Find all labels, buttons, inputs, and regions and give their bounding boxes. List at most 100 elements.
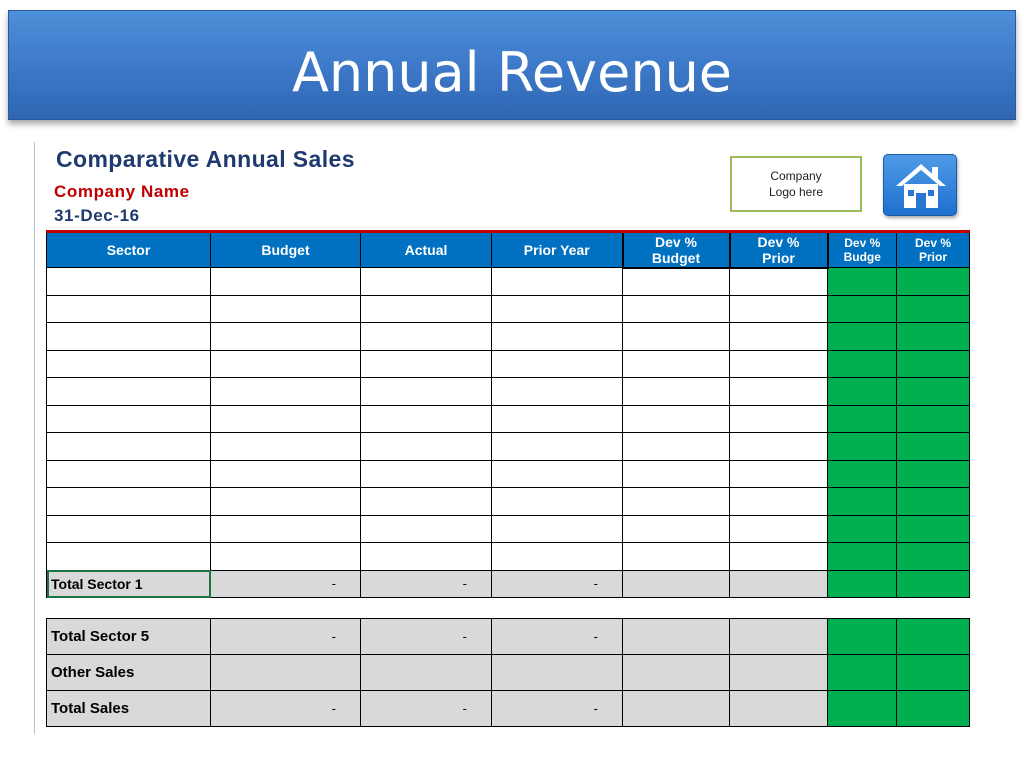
cell[interactable] xyxy=(491,404,623,433)
cell[interactable] xyxy=(827,514,897,543)
cell[interactable] xyxy=(46,322,211,351)
cell[interactable] xyxy=(210,322,361,351)
cell[interactable] xyxy=(46,487,211,516)
cell[interactable] xyxy=(491,487,623,516)
total-sector-5-actual[interactable]: - xyxy=(360,618,492,655)
cell[interactable] xyxy=(827,690,897,727)
header-dev-pct-prior[interactable]: Dev % Prior xyxy=(728,230,829,269)
cell[interactable] xyxy=(896,377,970,406)
cell[interactable] xyxy=(896,654,970,691)
cell[interactable] xyxy=(491,377,623,406)
cell[interactable] xyxy=(210,377,361,406)
cell[interactable] xyxy=(210,432,361,461)
cell[interactable] xyxy=(210,267,361,296)
cell[interactable] xyxy=(896,542,970,571)
cell[interactable] xyxy=(896,618,970,655)
cell[interactable] xyxy=(827,487,897,516)
cell[interactable] xyxy=(896,404,970,433)
total-sales-budget[interactable]: - xyxy=(210,690,361,727)
cell[interactable] xyxy=(729,377,828,406)
cell[interactable] xyxy=(622,459,730,488)
cell[interactable] xyxy=(729,404,828,433)
cell[interactable] xyxy=(729,618,828,655)
cell[interactable] xyxy=(827,618,897,655)
cell[interactable] xyxy=(210,542,361,571)
cell[interactable] xyxy=(46,514,211,543)
cell[interactable] xyxy=(360,654,492,691)
cell[interactable] xyxy=(729,514,828,543)
cell[interactable] xyxy=(729,459,828,488)
cell[interactable] xyxy=(622,294,730,323)
cell[interactable] xyxy=(827,267,897,296)
cell[interactable] xyxy=(210,514,361,543)
cell[interactable] xyxy=(491,349,623,378)
cell[interactable] xyxy=(896,349,970,378)
cell[interactable] xyxy=(360,322,492,351)
cell[interactable] xyxy=(46,294,211,323)
cell[interactable] xyxy=(827,654,897,691)
cell[interactable] xyxy=(729,487,828,516)
cell[interactable] xyxy=(896,514,970,543)
cell[interactable] xyxy=(622,618,730,655)
cell[interactable] xyxy=(210,294,361,323)
cell[interactable] xyxy=(491,654,623,691)
total-sector-1-label[interactable]: Total Sector 1 xyxy=(46,569,211,598)
total-sector-1-budget[interactable]: - xyxy=(210,569,361,598)
cell[interactable] xyxy=(622,654,730,691)
cell[interactable] xyxy=(360,459,492,488)
cell[interactable] xyxy=(46,404,211,433)
header-prior-year[interactable]: Prior Year xyxy=(491,231,623,268)
cell[interactable] xyxy=(622,487,730,516)
cell[interactable] xyxy=(729,542,828,571)
cell[interactable] xyxy=(360,404,492,433)
cell[interactable] xyxy=(896,487,970,516)
other-sales-label[interactable]: Other Sales xyxy=(46,654,211,691)
cell[interactable] xyxy=(491,514,623,543)
cell[interactable] xyxy=(360,487,492,516)
header-dev-pct-budget[interactable]: Dev % Budget xyxy=(621,230,731,269)
cell[interactable] xyxy=(827,404,897,433)
cell[interactable] xyxy=(622,432,730,461)
total-sales-actual[interactable]: - xyxy=(360,690,492,727)
cell[interactable] xyxy=(622,404,730,433)
header-dev-pct-budge[interactable]: Dev % Budge xyxy=(827,231,897,268)
header-sector[interactable]: Sector xyxy=(46,231,211,268)
cell[interactable] xyxy=(896,569,970,598)
cell[interactable] xyxy=(827,377,897,406)
cell[interactable] xyxy=(827,322,897,351)
total-sector-1-prior-year[interactable]: - xyxy=(491,569,623,598)
cell[interactable] xyxy=(896,432,970,461)
cell[interactable] xyxy=(46,542,211,571)
cell[interactable] xyxy=(827,569,897,598)
cell[interactable] xyxy=(360,294,492,323)
cell[interactable] xyxy=(729,322,828,351)
total-sales-prior-year[interactable]: - xyxy=(491,690,623,727)
cell[interactable] xyxy=(729,569,828,598)
cell[interactable] xyxy=(622,349,730,378)
cell[interactable] xyxy=(896,459,970,488)
cell[interactable] xyxy=(729,294,828,323)
cell[interactable] xyxy=(210,404,361,433)
cell[interactable] xyxy=(827,349,897,378)
header-budget[interactable]: Budget xyxy=(210,231,361,268)
cell[interactable] xyxy=(729,267,828,296)
cell[interactable] xyxy=(360,542,492,571)
cell[interactable] xyxy=(360,432,492,461)
cell[interactable] xyxy=(210,349,361,378)
cell[interactable] xyxy=(827,459,897,488)
cell[interactable] xyxy=(622,514,730,543)
cell[interactable] xyxy=(360,514,492,543)
cell[interactable] xyxy=(491,294,623,323)
cell[interactable] xyxy=(622,267,730,296)
total-sector-1-actual[interactable]: - xyxy=(360,569,492,598)
total-sector-5-prior-year[interactable]: - xyxy=(491,618,623,655)
cell[interactable] xyxy=(729,432,828,461)
cell[interactable] xyxy=(622,690,730,727)
cell[interactable] xyxy=(622,377,730,406)
cell[interactable] xyxy=(360,349,492,378)
cell[interactable] xyxy=(360,377,492,406)
cell[interactable] xyxy=(827,432,897,461)
cell[interactable] xyxy=(729,690,828,727)
header-actual[interactable]: Actual xyxy=(360,231,492,268)
cell[interactable] xyxy=(896,267,970,296)
